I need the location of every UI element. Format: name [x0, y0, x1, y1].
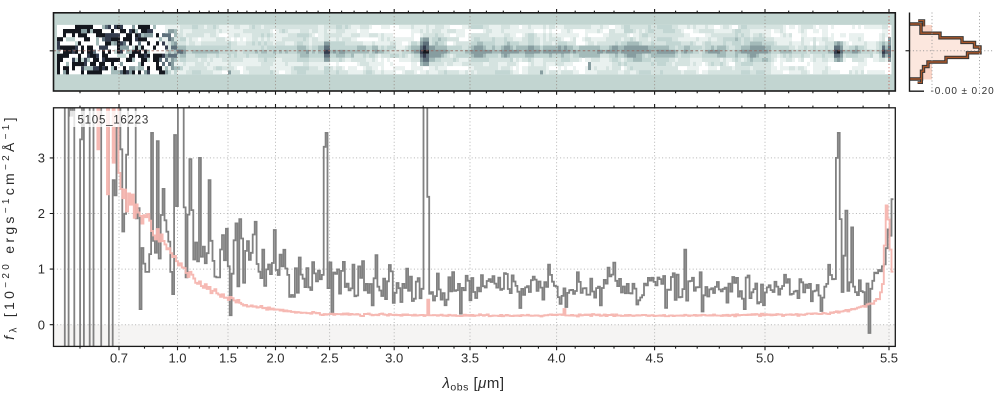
- svg-text:2.0: 2.0: [266, 351, 284, 366]
- svg-text:2: 2: [38, 206, 45, 221]
- svg-text:1: 1: [38, 262, 45, 277]
- svg-text:2.5: 2.5: [321, 351, 339, 366]
- svg-text:5.5: 5.5: [880, 351, 898, 366]
- svg-text:-0.00 ± 0.20: -0.00 ± 0.20: [931, 86, 995, 97]
- svg-text:4.5: 4.5: [646, 351, 664, 366]
- svg-text:3: 3: [38, 151, 45, 166]
- svg-text:fλ [10−20 ergs−1cm−2Å−1]: fλ [10−20 ergs−1cm−2Å−1]: [1, 114, 20, 340]
- svg-text:λobs [μm]: λobs [μm]: [442, 375, 505, 394]
- svg-text:0: 0: [38, 317, 45, 332]
- svg-text:3.0: 3.0: [385, 351, 403, 366]
- svg-text:5.0: 5.0: [756, 351, 774, 366]
- svg-text:5105_16223: 5105_16223: [78, 114, 149, 127]
- svg-text:1.0: 1.0: [168, 351, 186, 366]
- svg-text:3.5: 3.5: [461, 351, 479, 366]
- svg-text:4.0: 4.0: [548, 351, 566, 366]
- svg-text:1.5: 1.5: [219, 351, 237, 366]
- svg-text:0.7: 0.7: [110, 351, 128, 366]
